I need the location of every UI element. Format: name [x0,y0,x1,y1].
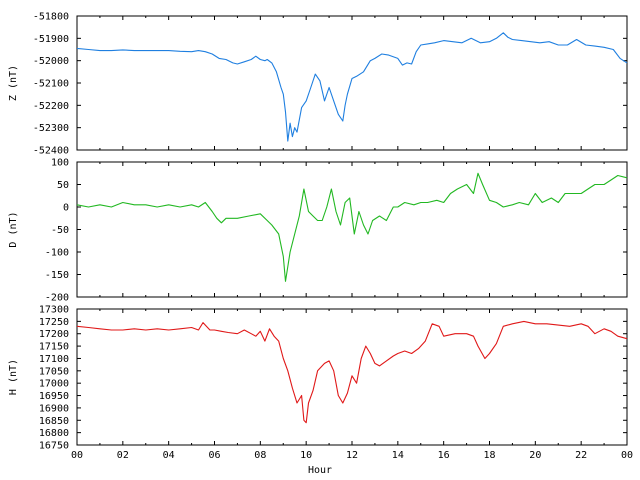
y-tick-label-h: 16800 [39,428,69,439]
y-tick-label-d: -150 [45,270,69,281]
y-tick-label-z: -52400 [33,146,69,157]
x-tick-label: 14 [392,450,404,461]
x-tick-label: 00 [621,450,633,461]
x-tick-label: 12 [346,450,358,461]
y-tick-label-z: -51800 [33,12,69,23]
x-tick-label: 20 [529,450,541,461]
y-tick-label-h: 17200 [39,329,69,340]
series-line-d [76,172,628,282]
y-tick-label-z: -52000 [33,56,69,67]
y-tick-label-z: -52300 [33,123,69,134]
x-tick-label: 16 [438,450,450,461]
y-tick-label-h: 16950 [39,391,69,402]
y-tick-label-h: 17150 [39,342,69,353]
y-tick-label-d: -200 [45,293,69,304]
y-tick-label-h: 17050 [39,366,69,377]
y-tick-label-z: -52200 [33,101,69,112]
x-tick-label: 18 [483,450,495,461]
y-tick-label-h: 16900 [39,403,69,414]
x-axis-label: Hour [308,465,332,476]
x-tick-label: 10 [300,450,312,461]
y-tick-label-d: 100 [51,158,69,169]
y-tick-label-d: -50 [51,225,69,236]
x-tick-label: 06 [208,450,220,461]
x-tick-label: 22 [575,450,587,461]
y-tick-label-h: 16850 [39,416,69,427]
x-tick-label: 02 [117,450,129,461]
y-tick-label-z: -51900 [33,34,69,45]
plot-frame-d [76,161,628,298]
y-axis-label-z: Z (nT) [8,65,19,101]
panel-d: 100 50 0 -50 -100 -150 -200 D (nT) [8,158,628,304]
x-tick-label: 04 [163,450,175,461]
y-tick-label-d: 50 [57,180,69,191]
x-tick-label: 08 [254,450,266,461]
y-tick-label-d: 0 [63,203,69,214]
y-tick-label-h: 16750 [39,441,69,452]
plot-frame-z [76,15,628,151]
y-tick-label-z: -52100 [33,79,69,90]
y-tick-label-h: 17250 [39,317,69,328]
y-axis-label-h: H (nT) [8,359,19,395]
series-line-z [76,32,628,142]
panel-z: -51800 -51900 -52000 -52100 -52200 -52300 -524… [8,12,628,157]
y-tick-label-d: -100 [45,248,69,259]
series-line-h [76,320,628,424]
y-axis-label-d: D (nT) [8,211,19,247]
x-axis: 00 02 04 06 08 10 12 14 16 18 20 22 00 [71,450,633,461]
y-tick-label-h: 17000 [39,379,69,390]
y-tick-label-h: 17300 [39,305,69,316]
x-tick-label: 00 [71,450,83,461]
y-tick-label-h: 17100 [39,354,69,365]
